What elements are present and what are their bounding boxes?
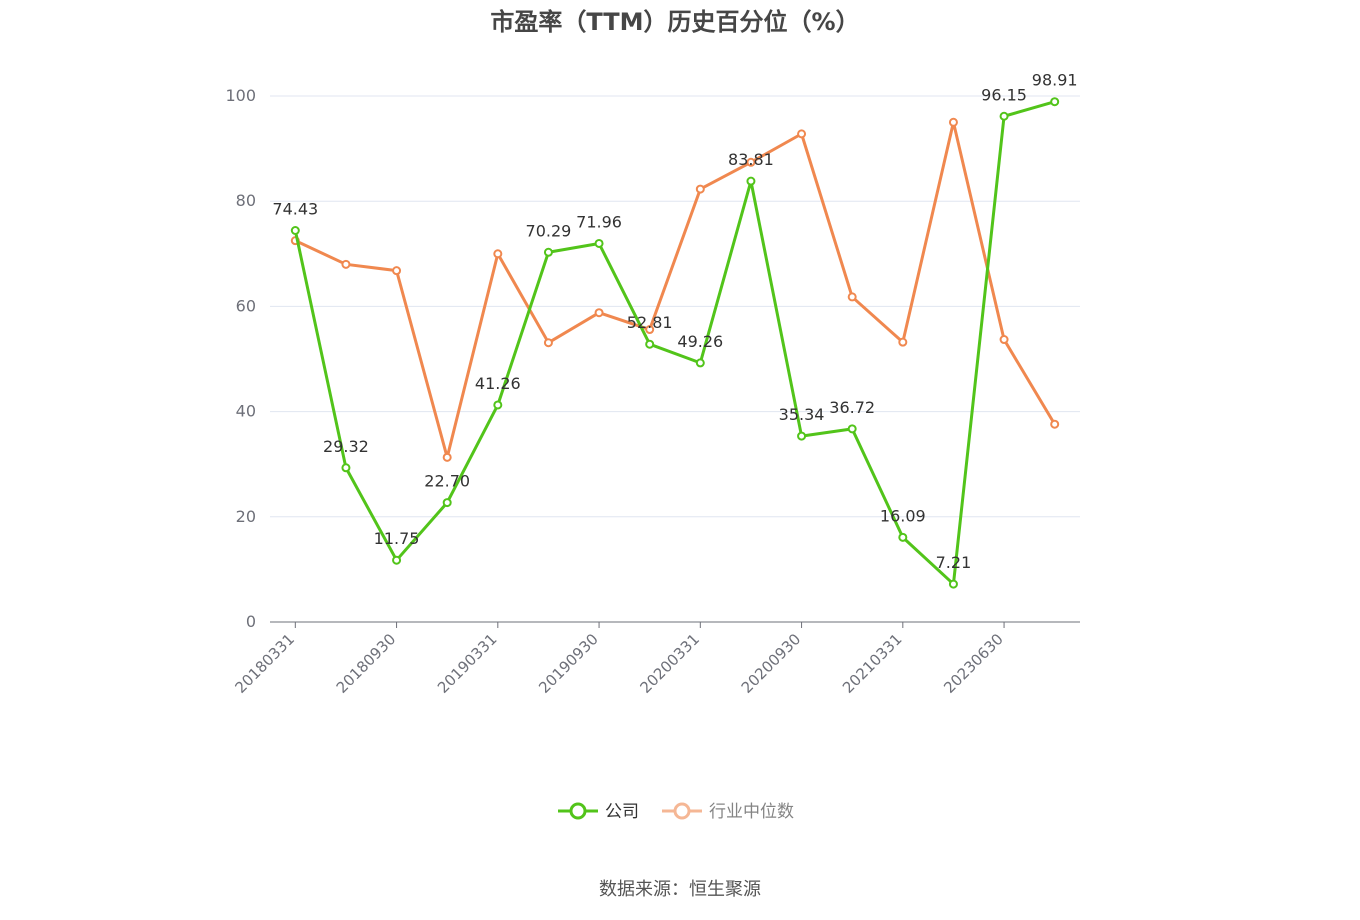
data-point [442,498,452,508]
data-label: 71.96 [576,212,622,231]
data-label: 11.75 [374,529,420,548]
data-label: 41.26 [475,374,521,393]
series-layer [290,97,1060,589]
y-tick-label: 60 [236,296,256,315]
data-label: 96.15 [981,85,1027,104]
series-line-0 [293,100,1056,586]
data-point [594,308,604,318]
y-tick-label: 20 [236,507,256,526]
x-tick-label: 20190331 [434,630,501,697]
data-point [493,400,503,410]
series-line-1 [294,120,1056,459]
data-point [999,335,1009,345]
data-point [695,358,705,368]
data-label: 36.72 [829,398,875,417]
data-point [341,259,351,269]
data-label: 83.81 [728,150,774,169]
data-point [797,129,807,139]
data-point [797,431,807,441]
data-point [695,184,705,194]
x-tick-label: 20190930 [535,630,602,697]
chart-title: 市盈率（TTM）历史百分位（%） [490,8,859,36]
data-point [392,266,402,276]
x-tick-label: 20200930 [738,630,805,697]
axes: 0 20 40 60 80 100 20180331 20180930 20190331 2019… [225,86,1080,697]
source-note: 数据来源：恒生聚源 [599,879,761,900]
x-tick-label: 20200331 [636,630,703,697]
data-point [948,579,958,589]
legend[interactable]: 公司 行业中位数 [558,802,794,822]
data-label: 29.32 [323,437,369,456]
data-point [392,555,402,565]
data-label: 49.26 [677,332,723,351]
data-point [847,424,857,434]
data-labels: 74.43 29.32 11.75 22.70 41.26 70.29 71.96 52.81… [272,71,1077,572]
y-tick-label: 40 [236,402,256,421]
x-tick-label: 20230630 [940,630,1007,697]
data-label: 70.29 [526,221,572,240]
y-tick-label: 0 [246,612,256,631]
data-point [290,225,300,235]
data-label: 7.21 [936,553,972,572]
data-point [493,249,503,259]
legend-marker [569,802,587,820]
data-point [543,247,553,257]
data-point [898,337,908,347]
data-point [746,176,756,186]
data-label: 74.43 [272,199,318,218]
data-point [898,532,908,542]
y-tick-label: 80 [236,191,256,210]
data-label: 35.34 [779,405,825,424]
legend-item[interactable]: 行业中位数 [662,802,794,822]
data-point [948,117,958,127]
data-point [341,463,351,473]
data-point [1050,419,1060,429]
data-label: 22.70 [424,472,470,491]
data-point [594,238,604,248]
data-point [847,292,857,302]
data-label: 52.81 [627,313,673,332]
x-tick-label: 20180331 [231,630,298,697]
data-point [645,325,655,335]
x-tick-label: 20210331 [839,630,906,697]
grid [270,95,1080,518]
legend-label: 行业中位数 [709,802,794,822]
data-label: 16.09 [880,506,926,525]
legend-item[interactable]: 公司 [558,802,639,822]
data-point [543,338,553,348]
data-point [1050,97,1060,107]
data-point [999,111,1009,121]
legend-marker [673,802,691,820]
data-point [645,339,655,349]
data-label: 98.91 [1032,71,1078,90]
y-tick-label: 100 [225,86,256,105]
data-point [442,452,452,462]
legend-label: 公司 [605,802,639,822]
data-point [746,157,756,167]
x-tick-label: 20180930 [333,630,400,697]
